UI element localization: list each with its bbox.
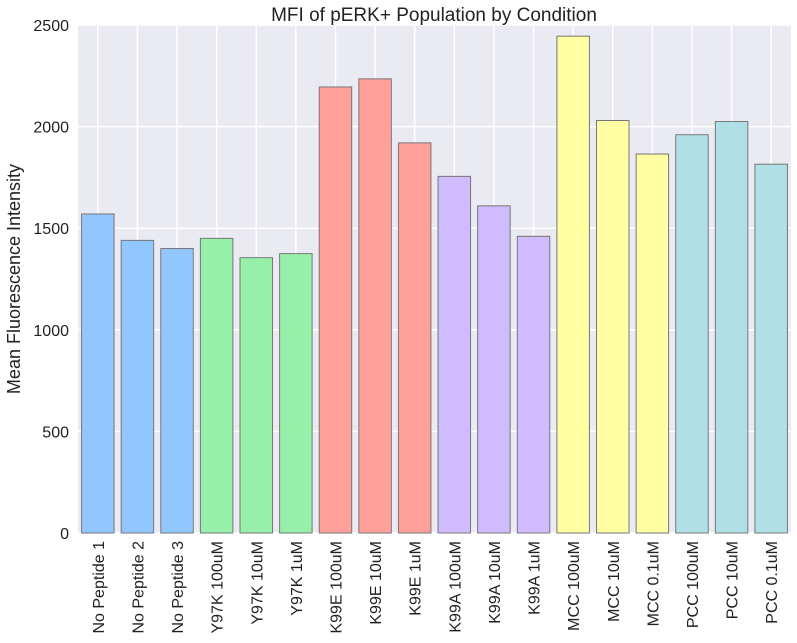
bar <box>279 253 313 534</box>
y-tick-labels: 0 500 1000 1500 2000 2500 <box>33 18 69 543</box>
x-tick-label: No Peptide 3 <box>170 541 187 634</box>
bars <box>81 35 788 534</box>
bar <box>516 235 551 534</box>
x-tick-label: K99A 100uM <box>447 541 464 633</box>
x-tick-label: K99A 1uM <box>527 541 544 615</box>
x-tick-labels: No Peptide 1 No Peptide 2 No Peptide 3 Y97K… <box>91 541 781 634</box>
bar <box>754 163 788 534</box>
bar <box>397 142 432 534</box>
bar <box>596 120 630 534</box>
x-tick-label: Y97K 10uM <box>249 541 266 625</box>
y-axis-label: Mean Fluorescence Intensity <box>4 164 24 394</box>
y-tick-label: 500 <box>42 424 69 441</box>
plot-area <box>78 25 791 533</box>
bar <box>318 86 353 534</box>
y-tick-label: 1500 <box>33 221 69 238</box>
x-tick-label: K99E 1uM <box>408 541 425 616</box>
bar <box>635 153 670 534</box>
x-tick-label: MCC 10uM <box>606 541 623 622</box>
bar <box>81 213 115 534</box>
chart-title: MFI of pERK+ Population by Condition <box>271 5 597 26</box>
x-tick-label: PCC 0.1uM <box>764 541 781 624</box>
bar <box>477 205 511 534</box>
x-tick-label: MCC 100uM <box>566 541 583 631</box>
x-tick-label: PCC 10uM <box>725 541 742 619</box>
bar <box>120 239 155 534</box>
bar <box>199 237 234 534</box>
x-tick-label: K99E 100uM <box>328 541 345 634</box>
x-tick-label: Y97K 100uM <box>210 541 227 634</box>
x-tick-label: K99E 10uM <box>368 541 385 625</box>
y-tick-label: 0 <box>60 526 69 543</box>
x-tick-label: MCC 0.1uM <box>645 541 662 626</box>
bar <box>239 257 273 534</box>
bar <box>437 175 472 534</box>
y-tick-label: 2500 <box>33 18 69 35</box>
y-tick-label: 1000 <box>33 323 69 340</box>
y-tick-label: 2000 <box>33 120 69 137</box>
bar <box>160 248 194 534</box>
bar <box>675 134 709 534</box>
bar <box>358 78 392 534</box>
x-tick-label: Y97K 1uM <box>289 541 306 616</box>
x-tick-label: No Peptide 1 <box>91 541 108 634</box>
bar <box>714 121 749 534</box>
x-tick-label: PCC 100uM <box>685 541 702 628</box>
x-tick-label: K99A 10uM <box>487 541 504 624</box>
bar <box>556 35 590 534</box>
x-tick-label: No Peptide 2 <box>130 541 147 634</box>
